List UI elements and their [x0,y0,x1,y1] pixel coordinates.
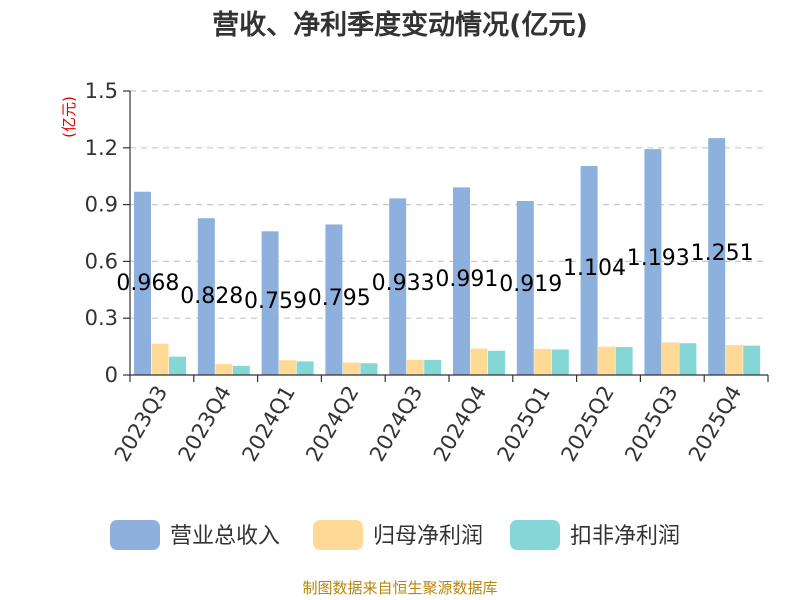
bar-revenue [453,187,470,375]
bar-value-label: 0.919 [499,272,562,297]
bar-deducted-net-profit [360,363,378,375]
bar-net-profit [534,348,552,375]
x-category-label: 2024Q1 [237,382,299,466]
bar-deducted-net-profit [424,359,442,375]
x-category-label: 2024Q4 [429,382,491,466]
bar-net-profit [151,343,169,375]
bar-deducted-net-profit [551,349,569,375]
legend-label: 归母净利润 [373,524,483,549]
bar-revenue [644,149,662,375]
y-tick-label: 1.5 [85,79,118,103]
bar-revenue [708,138,726,375]
bar-net-profit [661,342,679,375]
bar-value-label: 1.193 [627,246,690,271]
source-note: 制图数据来自恒生聚源数据库 [302,579,497,597]
bar-deducted-net-profit [743,345,761,375]
bar-net-profit [215,364,233,375]
legend-swatch [313,520,363,550]
bar-value-label: 0.991 [435,267,498,292]
bar-revenue [197,218,215,375]
bar-revenue [516,201,534,375]
bar-net-profit [470,348,488,375]
bar-net-profit [598,346,616,375]
y-tick-label: 1.2 [85,136,118,160]
bar-deducted-net-profit [679,343,697,375]
bar-net-profit [725,345,743,375]
bar-deducted-net-profit [488,350,505,375]
bar-revenue [325,224,343,375]
bar-net-profit [406,359,424,375]
x-category-label: 2023Q3 [110,382,172,466]
bar-value-label: 0.933 [372,271,435,296]
y-tick-label: 0.3 [85,306,118,330]
x-category-label: 2024Q2 [301,382,363,466]
legend-item: 归母净利润 [313,520,483,550]
legend: 营业总收入 归母净利润 扣非净利润 [110,520,680,550]
x-category-label: 2025Q1 [493,382,555,466]
x-category-label: 2023Q4 [174,382,236,466]
bar-revenue [580,165,598,375]
chart-title: 营收、净利季度变动情况(亿元) [212,9,588,41]
bar-value-label: 0.759 [244,289,307,314]
x-category-label: 2025Q2 [556,382,618,466]
y-tick-label: 0.6 [85,249,118,273]
x-category-label: 2025Q4 [684,382,746,466]
legend-item: 营业总收入 [110,520,280,550]
bar-deducted-net-profit [615,346,633,375]
legend-label: 营业总收入 [170,524,280,549]
legend-label: 扣非净利润 [570,524,680,549]
y-tick-label: 0.9 [85,193,118,217]
legend-item: 扣非净利润 [510,520,680,550]
bar-revenue [134,191,151,375]
bar-deducted-net-profit [296,361,314,375]
y-tick-label: 0 [105,363,118,387]
bar-revenue [261,231,279,375]
bars [134,138,761,375]
bar-value-label: 1.104 [563,256,626,281]
bar-value-label: 0.968 [116,271,179,296]
gridlines [130,90,768,319]
x-category-label: 2025Q3 [620,382,682,466]
bar-deducted-net-profit [169,356,186,375]
bar-net-profit [279,360,297,375]
bar-revenue [389,198,407,375]
bar-value-label: 1.251 [691,241,754,266]
x-category-label: 2024Q3 [365,382,427,466]
bar-value-label: 0.795 [308,286,371,311]
y-axis-unit-label: (亿元) [60,96,78,138]
bar-net-profit [342,362,360,375]
bar-value-label: 0.828 [180,284,243,309]
legend-swatch [510,520,560,550]
legend-swatch [110,520,160,550]
bar-deducted-net-profit [232,365,250,375]
